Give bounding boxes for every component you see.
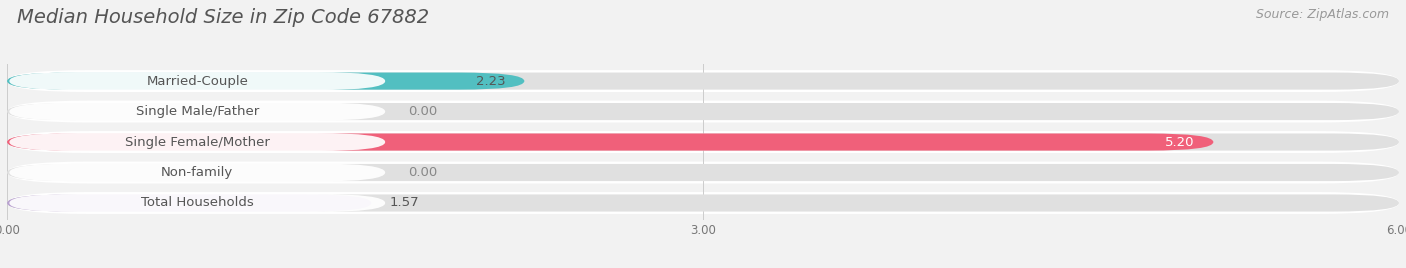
FancyBboxPatch shape xyxy=(10,103,385,121)
Text: Source: ZipAtlas.com: Source: ZipAtlas.com xyxy=(1256,8,1389,21)
FancyBboxPatch shape xyxy=(7,73,524,90)
FancyBboxPatch shape xyxy=(7,195,371,211)
FancyBboxPatch shape xyxy=(7,133,1399,151)
FancyBboxPatch shape xyxy=(7,131,1399,153)
Text: Single Male/Father: Single Male/Father xyxy=(135,105,259,118)
FancyBboxPatch shape xyxy=(7,133,1213,151)
Text: 2.23: 2.23 xyxy=(477,75,506,88)
FancyBboxPatch shape xyxy=(10,194,385,212)
Text: Married-Couple: Married-Couple xyxy=(146,75,249,88)
FancyBboxPatch shape xyxy=(7,192,1399,214)
FancyBboxPatch shape xyxy=(10,133,385,151)
Text: Total Households: Total Households xyxy=(141,196,253,210)
FancyBboxPatch shape xyxy=(7,70,1399,92)
FancyBboxPatch shape xyxy=(10,163,385,181)
FancyBboxPatch shape xyxy=(7,103,1399,120)
FancyBboxPatch shape xyxy=(7,73,1399,90)
FancyBboxPatch shape xyxy=(7,164,1399,181)
FancyBboxPatch shape xyxy=(10,72,385,90)
Text: Single Female/Mother: Single Female/Mother xyxy=(125,136,270,148)
Text: 5.20: 5.20 xyxy=(1166,136,1195,148)
Text: Median Household Size in Zip Code 67882: Median Household Size in Zip Code 67882 xyxy=(17,8,429,27)
FancyBboxPatch shape xyxy=(7,162,1399,184)
Text: 1.57: 1.57 xyxy=(389,196,419,210)
Text: Non-family: Non-family xyxy=(162,166,233,179)
Text: 0.00: 0.00 xyxy=(408,105,437,118)
FancyBboxPatch shape xyxy=(7,195,1399,211)
Text: 0.00: 0.00 xyxy=(408,166,437,179)
FancyBboxPatch shape xyxy=(7,100,1399,122)
